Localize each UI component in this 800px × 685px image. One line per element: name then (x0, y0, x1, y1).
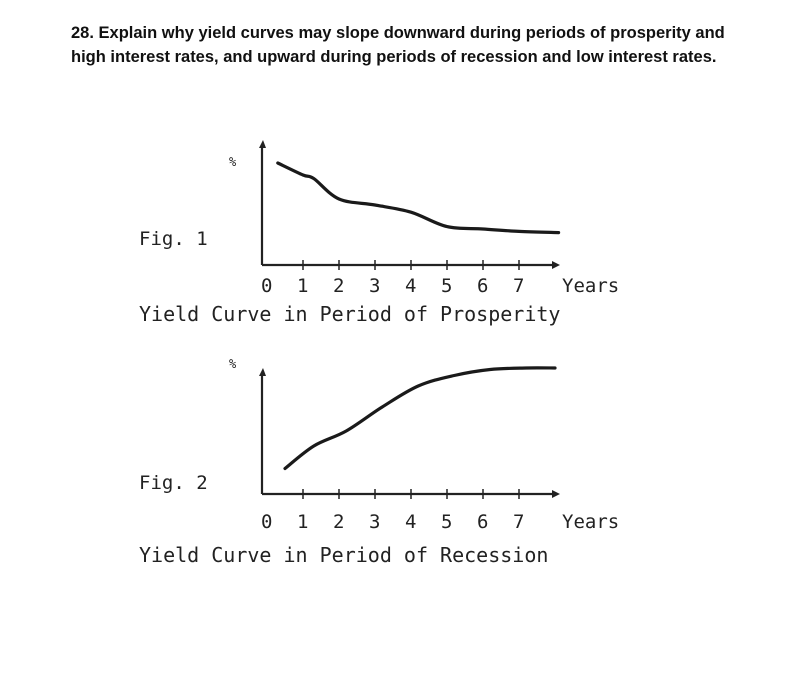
fig1-yield-curve-line (276, 161, 561, 235)
fig1-x-tick-label: 3 (369, 275, 380, 297)
fig1-x-tick-label: 5 (441, 275, 452, 297)
fig1-y-axis-label: % (229, 155, 237, 169)
fig2-caption: Yield Curve in Period of Recession (139, 543, 549, 567)
fig2-x-tick-label: 1 (297, 511, 308, 533)
fig1-x-tick-label: 7 (513, 275, 524, 297)
fig1-x-tick-label: 6 (477, 275, 488, 297)
fig1-y-axis-arrow (259, 140, 266, 148)
fig2-y-axis-label: % (229, 357, 237, 371)
fig1-x-axis-arrow (552, 261, 560, 269)
fig2-label: Fig. 2 (139, 472, 208, 494)
fig2-x-tick-label: 3 (369, 511, 380, 533)
fig1-label: Fig. 1 (139, 228, 208, 250)
fig2-x-tick-label: 0 (261, 511, 272, 533)
fig2-x-axis-label: Years (562, 511, 619, 533)
fig2-x-tick-label: 2 (333, 511, 344, 533)
fig1-x-tick-label: 1 (297, 275, 308, 297)
fig1-caption: Yield Curve in Period of Prosperity (139, 302, 561, 326)
fig2-x-tick-label: 5 (441, 511, 452, 533)
fig1-x-tick-label: 2 (333, 275, 344, 297)
fig1-x-tick-label: 0 (261, 275, 272, 297)
fig1-x-tick-label: 4 (405, 275, 416, 297)
fig1-x-axis-label: Years (562, 275, 619, 297)
fig2-x-tick-label: 7 (513, 511, 524, 533)
fig2-y-axis-arrow (259, 368, 266, 376)
fig2-x-tick-label: 6 (477, 511, 488, 533)
fig2-yield-curve-line (283, 366, 557, 471)
fig2-x-axis-arrow (552, 490, 560, 498)
question-text: 28. Explain why yield curves may slope d… (71, 24, 725, 66)
fig2-x-tick-label: 4 (405, 511, 416, 533)
